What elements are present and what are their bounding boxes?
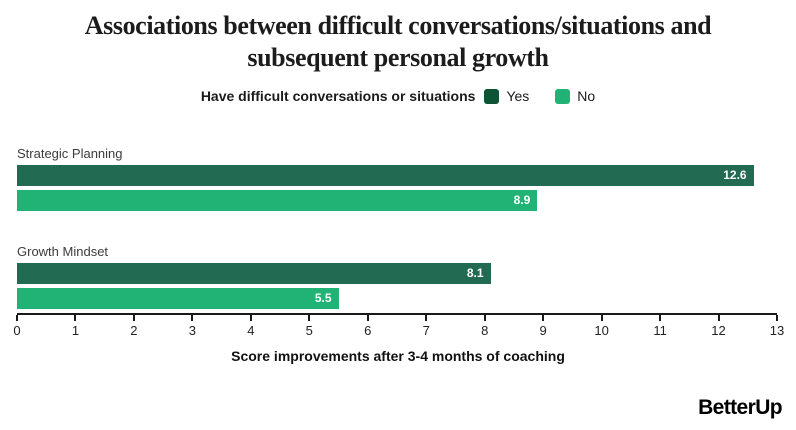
axis-tick	[717, 315, 720, 321]
bar-row: 12.6	[17, 165, 777, 186]
axis-tick-label: 7	[422, 323, 430, 338]
bar-row: 5.5	[17, 288, 777, 309]
category-label: Strategic Planning	[17, 146, 123, 161]
axis-tick-label: 1	[71, 323, 80, 338]
bar-groups: Strategic Planning 12.6 8.9 Growth Mindset 8…	[17, 146, 777, 309]
axis-tick	[659, 315, 662, 321]
axis-tick-label: 8	[481, 323, 489, 338]
axis-tick	[191, 315, 194, 321]
axis-tick	[776, 315, 778, 321]
legend-item-no: No	[555, 88, 595, 104]
bar-no: 5.5	[17, 288, 339, 309]
bar-row: 8.1	[17, 263, 777, 284]
category-group: Strategic Planning 12.6 8.9	[17, 146, 777, 211]
axis-tick-label: 3	[188, 323, 196, 338]
axis-tick	[425, 315, 428, 321]
axis-tick-label: 12	[711, 323, 726, 338]
x-axis: 0 1 2 3 4 5 6 7 8 9 10 11 12 13	[13, 313, 784, 339]
bar-no: 8.9	[17, 190, 538, 211]
bar-yes: 12.6	[17, 165, 754, 186]
axis-tick	[16, 315, 18, 321]
legend-item-yes: Yes	[484, 88, 529, 104]
bar-value-label: 5.5	[314, 291, 332, 305]
plot-area: Strategic Planning 12.6 8.9 Growth Mindset 8…	[17, 146, 777, 309]
axis-tick	[542, 315, 545, 321]
bar-value-label: 8.1	[466, 266, 484, 280]
axis-tick	[74, 315, 77, 321]
legend-swatch-yes-icon	[484, 88, 500, 104]
axis-tick-label: 13	[769, 323, 785, 338]
chart-title: Associations between difficult conversat…	[0, 0, 796, 73]
chart-title-line2: subsequent personal growth	[247, 42, 549, 72]
axis-tick-label: 4	[247, 323, 255, 338]
legend-label-no: No	[577, 88, 596, 105]
axis-tick	[132, 315, 135, 321]
axis-tick-label: 9	[539, 323, 547, 338]
axis-tick-label: 6	[364, 323, 372, 338]
bar-yes: 8.1	[17, 263, 491, 284]
bar-row: 8.9	[17, 190, 777, 211]
chart-title-line1: Associations between difficult conversat…	[84, 11, 712, 40]
category-group: Growth Mindset 8.1 5.5	[17, 244, 777, 309]
axis-tick	[366, 315, 369, 321]
axis-tick-label: 0	[13, 323, 21, 338]
x-axis-caption: Score improvements after 3-4 months of c…	[231, 348, 565, 364]
betterup-logo: BetterUp	[698, 396, 782, 419]
legend-label-yes: Yes	[506, 88, 530, 105]
axis-tick	[249, 315, 252, 321]
bar-value-label: 8.9	[513, 193, 531, 207]
category-label: Growth Mindset	[17, 244, 109, 259]
axis-tick	[483, 315, 486, 321]
axis-tick	[600, 315, 603, 321]
chart-legend: Have difficult conversations or situatio…	[0, 88, 796, 104]
axis-tick-label: 10	[594, 323, 609, 338]
legend-heading: Have difficult conversations or situatio…	[200, 88, 476, 105]
legend-swatch-no-icon	[555, 88, 571, 104]
axis-tick-label: 2	[130, 323, 138, 338]
axis-tick-label: 11	[653, 323, 667, 338]
axis-tick-label: 5	[305, 323, 313, 338]
axis-tick	[308, 315, 311, 321]
bar-value-label: 12.6	[723, 168, 747, 182]
